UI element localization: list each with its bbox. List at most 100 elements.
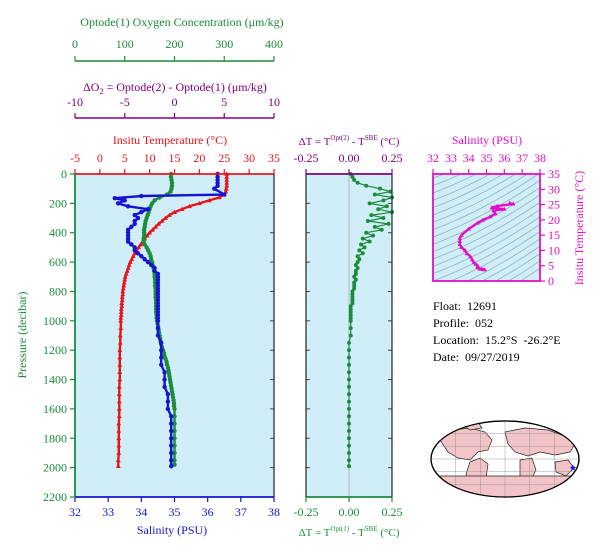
oxygen-point: [172, 428, 177, 434]
salinity-tick-label: 37: [235, 505, 247, 519]
ts-density-contour: [433, 201, 540, 260]
ts-density-contour: [433, 174, 539, 230]
salinity-point: [112, 196, 118, 201]
ts-salinity-tick-label: 33: [445, 151, 457, 165]
temperature-point: [116, 450, 122, 455]
salinity-point: [159, 355, 164, 360]
ts-density-contour: [433, 174, 477, 194]
delta-t-point: [347, 392, 351, 397]
salinity-point: [212, 186, 217, 191]
ts-point: [466, 226, 471, 231]
temperature-tick-label: 30: [243, 151, 255, 165]
temperature-point: [163, 215, 168, 220]
profile-text: Profile: 052: [433, 316, 493, 330]
salinity-point: [139, 254, 144, 259]
salinity-point: [152, 268, 157, 274]
delta-t-point: [384, 204, 389, 209]
salinity-point: [149, 262, 154, 268]
oxygen-tick-label: 100: [116, 37, 134, 51]
delta-t-top-tick-label: 0.00: [339, 151, 360, 165]
ts-point: [502, 206, 507, 211]
delta-t-point: [367, 239, 372, 244]
ts-salinity-axis-label: Salinity (PSU): [452, 133, 522, 147]
temperature-point: [118, 318, 124, 323]
temperature-point: [120, 288, 126, 294]
ts-density-contour: [481, 245, 540, 281]
ts-point: [475, 220, 480, 225]
ts-density-contour: [519, 267, 540, 281]
salinity-tick-label: 35: [169, 505, 181, 519]
temperature-point: [224, 183, 230, 188]
temperature-point: [116, 406, 122, 411]
pressure-tick-label: 1400: [43, 373, 67, 387]
delta-t-point: [347, 340, 351, 345]
ts-point: [493, 211, 498, 216]
delta-t-point: [348, 304, 353, 309]
salinity-point: [129, 224, 134, 230]
ts-point: [457, 235, 462, 240]
delta-t-point: [347, 370, 351, 375]
pressure-tick-label: 1200: [43, 343, 67, 357]
delta-t-point: [350, 298, 355, 303]
delta-t-point: [352, 280, 357, 285]
salinity-tick-label: 38: [268, 505, 280, 519]
delta-o2-axis: ΔO2 = Optode(2) - Optode(1) (μm/kg) -10 -…: [67, 80, 280, 119]
ts-point: [495, 203, 500, 208]
delta-t-point: [355, 180, 360, 185]
temperature-point: [132, 250, 138, 256]
salinity-point: [159, 347, 164, 353]
delta-t-point: [347, 406, 351, 411]
pressure-tick-label: 800: [49, 284, 67, 298]
temperature-point: [196, 200, 202, 206]
ts-density-contour: [433, 174, 504, 208]
pressure-tick-label: 400: [49, 226, 67, 240]
delta-t-top-axis-label: ΔT = TOpt(2) - TSBE (°C): [299, 134, 400, 148]
delta-t-point: [347, 428, 351, 433]
delta-t-bottom-tick-label: 0.00: [339, 505, 360, 519]
ts-density-contour: [450, 231, 540, 281]
delta-t-point: [386, 221, 391, 226]
delta-t-point: [347, 362, 351, 367]
delta-t-point: [350, 292, 355, 297]
salinity-point: [165, 406, 171, 412]
delta-t-point: [347, 436, 351, 441]
delta-t-point: [388, 189, 393, 194]
delta-o2-axis-label: ΔO2 = Optode(2) - Optode(1) (μm/kg): [83, 80, 267, 96]
delta-t-point: [347, 450, 351, 455]
ts-density-contour: [433, 174, 462, 186]
salinity-tick-label: 33: [102, 505, 114, 519]
delta-t-point: [353, 263, 358, 268]
temperature-point: [116, 420, 122, 426]
delta-t-point: [350, 289, 355, 294]
salinity-point: [155, 333, 161, 338]
delta-o2-tick-label: 5: [221, 95, 227, 109]
temperature-point: [120, 291, 126, 297]
ts-density-contours: [433, 174, 540, 281]
temperature-point: [153, 224, 158, 229]
oxygen-point: [172, 421, 177, 426]
salinity-point: [168, 436, 174, 441]
temperature-tick-label: 5: [122, 151, 128, 165]
temperature-point: [118, 315, 124, 320]
delta-t-point: [369, 213, 374, 218]
temperature-tick-label: 20: [193, 151, 205, 165]
salinity-point: [129, 242, 134, 247]
oxygen-tick-label: 0: [72, 37, 78, 51]
temperature-point: [121, 280, 127, 285]
ts-density-contour: [466, 238, 540, 281]
ts-point: [464, 251, 470, 256]
temperature-point: [119, 297, 125, 303]
temperature-point: [124, 268, 130, 273]
salinity-point: [155, 325, 161, 331]
oxygen-point: [172, 406, 177, 412]
delta-t-point: [381, 198, 386, 203]
pressure-tick-label: 0: [61, 167, 67, 181]
oxygen-tick-label: 200: [166, 37, 184, 51]
delta-t-point: [348, 318, 353, 323]
salinity-point: [168, 421, 174, 426]
delta-t-point: [353, 268, 358, 273]
ts-temperature-tick-label: 30: [548, 182, 560, 196]
ts-temperature-tick-label: 15: [548, 228, 560, 242]
salinity-point: [132, 212, 137, 218]
pressure-tick-label: 1000: [43, 314, 67, 328]
